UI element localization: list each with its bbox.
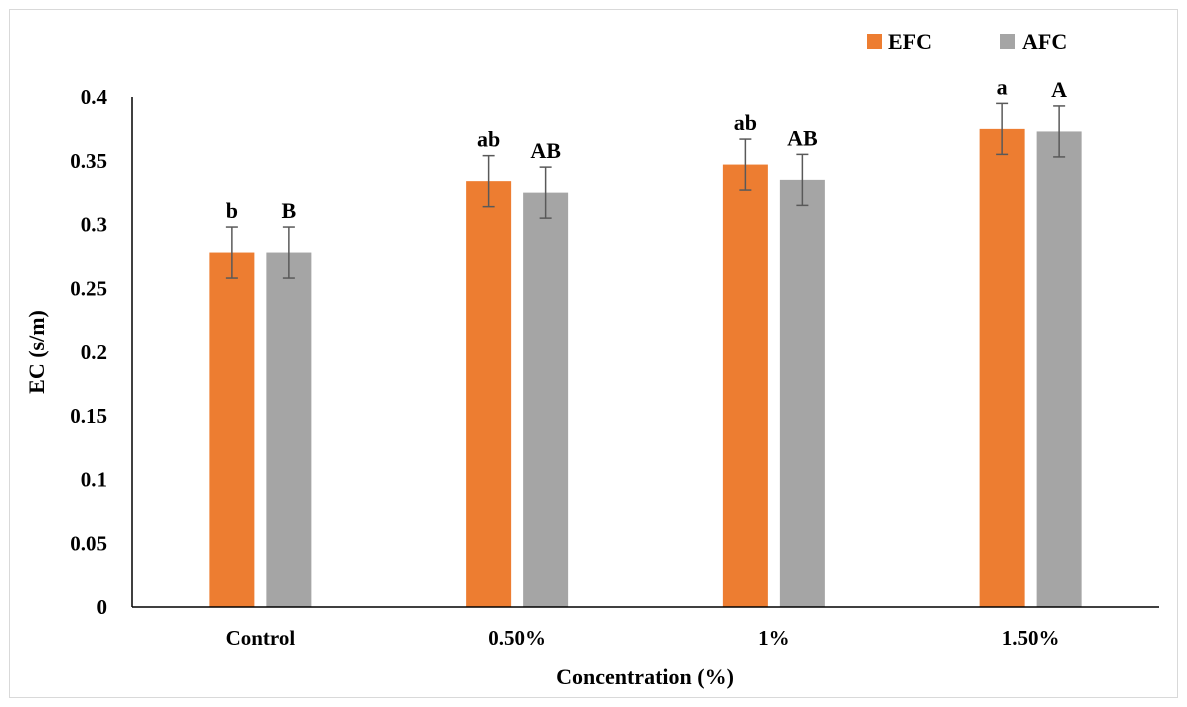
legend-label-efc: EFC	[888, 29, 932, 54]
bars: b Bab AB ab AB a A	[209, 74, 1082, 608]
error-bar	[539, 166, 552, 219]
significance-label: a	[997, 74, 1008, 99]
x-tick-label: 0.50%	[488, 626, 546, 650]
x-tick-label: 1%	[758, 626, 790, 650]
legend-swatch-efc	[867, 34, 882, 49]
y-tick-label: 0.1	[81, 468, 107, 492]
error-bar	[482, 154, 495, 208]
significance-label: A	[1051, 77, 1067, 102]
bar-efc	[209, 252, 255, 608]
significance-label: b	[226, 198, 238, 223]
significance-label: AB	[787, 125, 818, 150]
significance-label: ab	[477, 127, 500, 152]
y-tick-label: 0.2	[81, 340, 107, 364]
bar-efc	[722, 164, 768, 607]
error-bar	[996, 102, 1009, 156]
y-tick-label: 0.05	[70, 531, 107, 555]
x-tick-label: 1.50%	[1002, 626, 1060, 650]
bar-efc	[979, 128, 1025, 607]
y-tick-label: 0.35	[70, 149, 107, 173]
legend: EFC AFC	[867, 29, 1067, 54]
legend-label-afc: AFC	[1022, 29, 1067, 54]
bar-efc	[466, 181, 512, 607]
significance-label: B	[282, 198, 297, 223]
error-bar	[739, 138, 752, 191]
bar-afc	[1036, 131, 1082, 608]
significance-label: ab	[734, 110, 757, 135]
y-tick-label: 0.25	[70, 276, 107, 300]
error-bar	[225, 226, 238, 279]
x-axis-title: Concentration (%)	[556, 664, 734, 689]
y-tick-label: 0.3	[81, 213, 107, 237]
bar-afc	[523, 192, 569, 607]
y-axis-title: EC (s/m)	[24, 310, 49, 394]
bar-afc	[779, 179, 825, 607]
x-tick-label: Control	[226, 626, 296, 650]
error-bar	[796, 153, 809, 207]
significance-label: AB	[530, 138, 561, 163]
y-axis-ticks: 0 0.05 0.1 0.15 0.2 0.25 0.3 0.35 0.4	[70, 85, 107, 619]
y-tick-label: 0	[97, 595, 108, 619]
error-bar	[1053, 105, 1066, 158]
x-axis-ticks: Control 0.50% 1% 1.50%	[226, 626, 1060, 650]
y-tick-label: 0.15	[70, 404, 107, 428]
bar-afc	[266, 252, 312, 608]
error-bar	[282, 226, 295, 279]
legend-swatch-afc	[1000, 34, 1015, 49]
y-tick-label: 0.4	[81, 85, 108, 109]
